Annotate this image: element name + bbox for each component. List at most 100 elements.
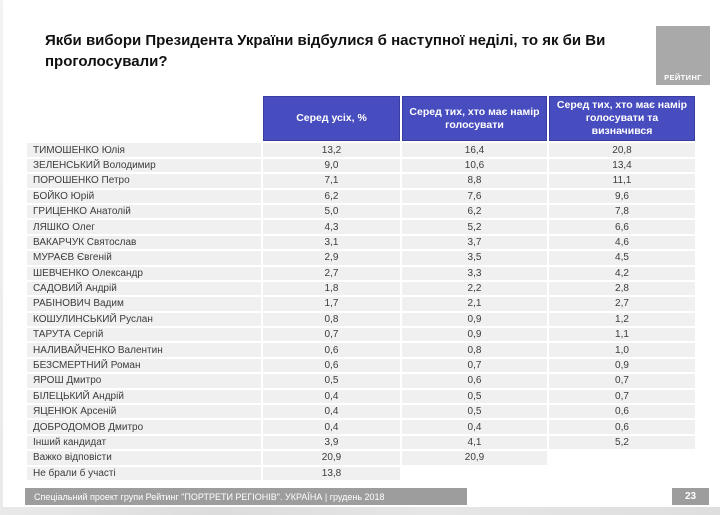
column-header-among-all: Серед усіх, % (263, 96, 400, 142)
candidate-name: ВАКАРЧУК Святослав (27, 235, 261, 250)
value-cell: 4,3 (263, 220, 400, 234)
table-header-row: Серед усіх, % Серед тих, хто має намір г… (27, 96, 695, 142)
table-row: БОЙКО Юрій 6,2 7,6 9,6 (27, 189, 695, 203)
value-cell: 0,7 (549, 389, 695, 404)
value-cell: 0,6 (549, 420, 695, 434)
candidate-name: ШЕВЧЕНКО Олександр (27, 266, 261, 280)
value-cell: 3,1 (263, 235, 400, 250)
value-cell: 7,8 (549, 204, 695, 219)
column-header-intend-and-decided: Серед тих, хто має намір голосувати та в… (549, 96, 695, 142)
rating-group-logo: РЕЙТИНГ (656, 26, 710, 85)
value-cell: 0,9 (402, 312, 547, 327)
value-cell: 2,7 (549, 297, 695, 311)
value-cell: 3,5 (402, 251, 547, 265)
value-cell: 10,6 (402, 158, 547, 173)
candidate-name: ТАРУТА Сергій (27, 328, 261, 342)
value-cell: 0,6 (402, 374, 547, 388)
value-cell: 11,1 (549, 174, 695, 188)
value-cell: 1,8 (263, 281, 400, 296)
value-cell: 4,1 (402, 435, 547, 450)
candidate-name: ЛЯШКО Олег (27, 220, 261, 234)
value-cell: 9,6 (549, 189, 695, 203)
candidate-name: НАЛИВАЙЧЕНКО Валентин (27, 343, 261, 357)
table-row: ЯРОШ Дмитро 0,5 0,6 0,7 (27, 374, 695, 388)
value-cell: 8,8 (402, 174, 547, 188)
value-cell: 2,8 (549, 281, 695, 296)
table-row: ДОБРОДОМОВ Дмитро 0,4 0,4 0,6 (27, 420, 695, 434)
poll-table: Серед усіх, % Серед тих, хто має намір г… (25, 94, 697, 482)
value-cell: 6,2 (402, 204, 547, 219)
value-cell: 7,6 (402, 189, 547, 203)
table-row: КОШУЛИНСЬКИЙ Руслан 0,8 0,9 1,2 (27, 312, 695, 327)
value-cell: 0,4 (402, 420, 547, 434)
table-row: РАБІНОВИЧ Вадим 1,7 2,1 2,7 (27, 297, 695, 311)
table-row: ЗЕЛЕНСЬКИЙ Володимир 9,0 10,6 13,4 (27, 158, 695, 173)
slide-bottom-edge (0, 507, 720, 515)
page-number-badge: 23 (672, 488, 709, 505)
value-cell: 0,6 (263, 343, 400, 357)
value-cell: 2,2 (402, 281, 547, 296)
table-row: МУРАЄВ Євгеній 2,9 3,5 4,5 (27, 251, 695, 265)
candidate-name: ПОРОШЕНКО Петро (27, 174, 261, 188)
column-header-intend-to-vote: Серед тих, хто має намір голосувати (402, 96, 547, 142)
table-row: ЛЯШКО Олег 4,3 5,2 6,6 (27, 220, 695, 234)
value-cell: 5,0 (263, 204, 400, 219)
candidate-name: БЕЗСМЕРТНИЙ Роман (27, 358, 261, 373)
value-cell: 4,5 (549, 251, 695, 265)
value-cell: 0,5 (402, 389, 547, 404)
table-row: Важко відповісти 20,9 20,9 (27, 451, 695, 465)
value-cell: 5,2 (402, 220, 547, 234)
value-cell: 7,1 (263, 174, 400, 188)
page-title: Якби вибори Президента України відбулися… (45, 32, 606, 70)
table-row: ТИМОШЕНКО Юлія 13,2 16,4 20,8 (27, 143, 695, 157)
value-cell: 1,0 (549, 343, 695, 357)
value-cell: 9,0 (263, 158, 400, 173)
value-cell: 13,8 (263, 466, 400, 480)
value-cell: 2,1 (402, 297, 547, 311)
value-cell: 0,6 (263, 358, 400, 373)
candidate-name: МУРАЄВ Євгеній (27, 251, 261, 265)
candidate-name: ГРИЦЕНКО Анатолій (27, 204, 261, 219)
value-cell: 20,9 (402, 451, 547, 465)
value-cell: 0,4 (263, 405, 400, 419)
value-cell: 13,2 (263, 143, 400, 157)
value-cell: 0,5 (263, 374, 400, 388)
header-corner-blank (27, 96, 261, 141)
value-cell: 3,9 (263, 435, 400, 450)
page-number: 23 (684, 491, 697, 502)
value-cell: 0,4 (263, 420, 400, 434)
value-cell: 0,4 (263, 389, 400, 404)
table-row: НАЛИВАЙЧЕНКО Валентин 0,6 0,8 1,0 (27, 343, 695, 357)
rating-logo-label: РЕЙТИНГ (664, 73, 702, 82)
footer-source-text: Спеціальний проект групи Рейтинг "ПОРТРЕ… (34, 491, 385, 502)
value-cell: 2,7 (263, 266, 400, 280)
value-cell: 6,2 (263, 189, 400, 203)
candidate-name: Інший кандидат (27, 435, 261, 450)
candidate-name: ЯЦЕНЮК Арсеній (27, 405, 261, 419)
table-row: САДОВИЙ Андрій 1,8 2,2 2,8 (27, 281, 695, 296)
candidate-name: Важко відповісти (27, 451, 261, 465)
table-row: ШЕВЧЕНКО Олександр 2,7 3,3 4,2 (27, 266, 695, 280)
value-cell: 13,4 (549, 158, 695, 173)
value-cell: 20,9 (263, 451, 400, 465)
candidate-name: САДОВИЙ Андрій (27, 281, 261, 296)
table-row: БЕЗСМЕРТНИЙ Роман 0,6 0,7 0,9 (27, 358, 695, 373)
value-cell: 0,9 (402, 328, 547, 342)
value-cell: 0,8 (402, 343, 547, 357)
slide-left-edge (0, 0, 3, 515)
table-row: БІЛЕЦЬКИЙ Андрій 0,4 0,5 0,7 (27, 389, 695, 404)
table-row: ЯЦЕНЮК Арсеній 0,4 0,5 0,6 (27, 405, 695, 419)
candidate-name: ЗЕЛЕНСЬКИЙ Володимир (27, 158, 261, 173)
table-row: ТАРУТА Сергій 0,7 0,9 1,1 (27, 328, 695, 342)
candidate-name: БОЙКО Юрій (27, 189, 261, 203)
table-row: Не брали б участі 13,8 (27, 466, 695, 480)
value-cell: 4,6 (549, 235, 695, 250)
table-row: ПОРОШЕНКО Петро 7,1 8,8 11,1 (27, 174, 695, 188)
value-cell: 0,7 (549, 374, 695, 388)
value-cell: 16,4 (402, 143, 547, 157)
value-cell: 4,2 (549, 266, 695, 280)
value-cell: 0,8 (263, 312, 400, 327)
candidate-name: РАБІНОВИЧ Вадим (27, 297, 261, 311)
value-cell (549, 467, 695, 480)
value-cell: 0,7 (263, 328, 400, 342)
